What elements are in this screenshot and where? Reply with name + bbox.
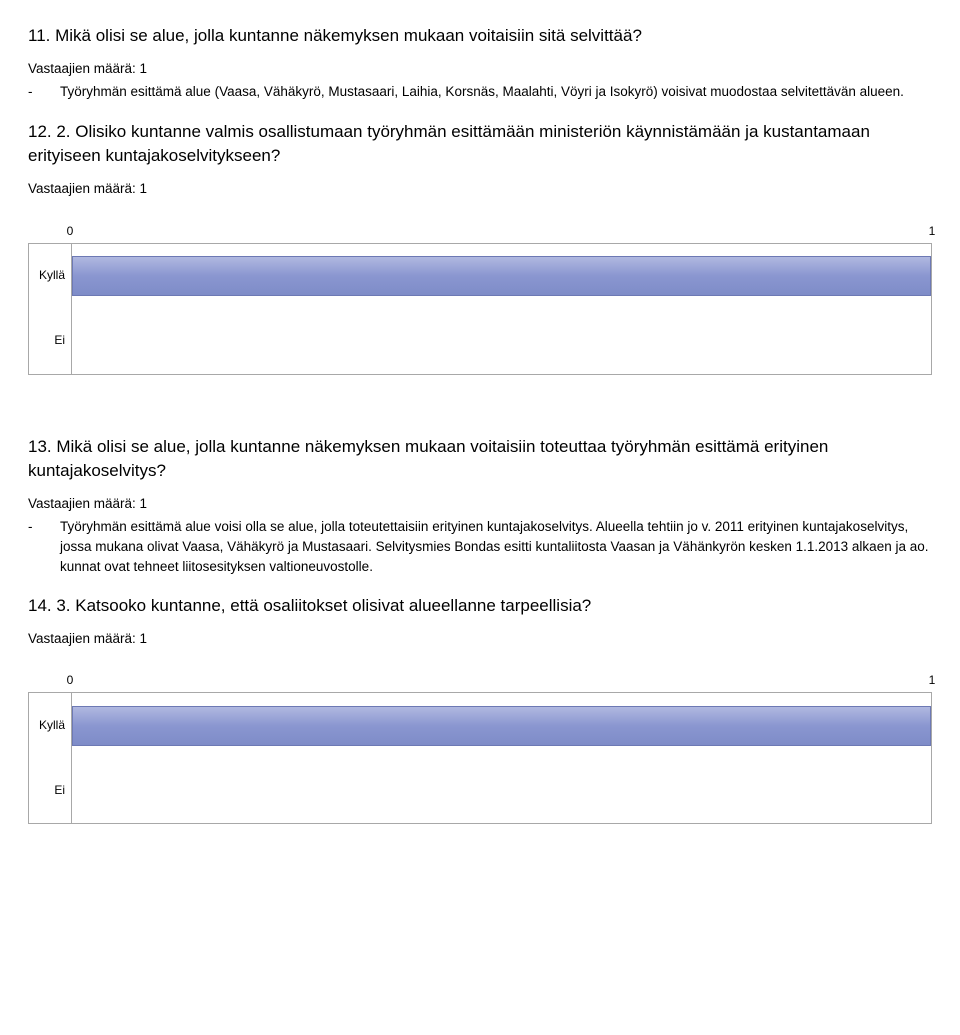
q11-answer-text: Työryhmän esittämä alue (Vaasa, Vähäkyrö… <box>60 82 932 102</box>
q12-bar-row-1 <box>72 309 931 374</box>
q14-axis-min: 0 <box>67 672 74 689</box>
q14-bar-row-0 <box>72 693 931 758</box>
q12-chart-labels: Kyllä Ei <box>29 244 72 374</box>
q14-label-kylla: Kyllä <box>29 693 71 758</box>
q12-bar-kylla <box>72 256 931 296</box>
q13-resp-count: Vastaajien määrä: 1 <box>28 494 932 514</box>
q11-answer-block: - Työryhmän esittämä alue (Vaasa, Vähäky… <box>28 82 932 102</box>
question-11: 11. Mikä olisi se alue, jolla kuntanne n… <box>28 24 932 102</box>
q11-dash: - <box>28 82 60 102</box>
q12-resp-count: Vastaajien määrä: 1 <box>28 179 932 199</box>
q14-chart-axis: 0 1 <box>70 672 932 690</box>
q14-bar-row-1 <box>72 758 931 823</box>
q12-label-ei: Ei <box>29 309 71 374</box>
q14-resp-count: Vastaajien määrä: 1 <box>28 629 932 649</box>
q14-label-ei: Ei <box>29 758 71 823</box>
q12-chart: 0 1 Kyllä Ei <box>28 223 932 375</box>
question-13: 13. Mikä olisi se alue, jolla kuntanne n… <box>28 435 932 577</box>
q11-heading: 11. Mikä olisi se alue, jolla kuntanne n… <box>28 24 932 49</box>
q14-axis-max: 1 <box>929 672 936 689</box>
q13-heading: 13. Mikä olisi se alue, jolla kuntanne n… <box>28 435 932 484</box>
q12-chart-bars <box>72 244 931 374</box>
q14-bar-kylla <box>72 706 931 746</box>
q12-bar-row-0 <box>72 244 931 309</box>
q14-chart-labels: Kyllä Ei <box>29 693 72 823</box>
question-14: 14. 3. Katsooko kuntanne, että osaliitok… <box>28 594 932 824</box>
q12-chart-body: Kyllä Ei <box>28 243 932 375</box>
q12-heading: 12. 2. Olisiko kuntanne valmis osallistu… <box>28 120 932 169</box>
q12-axis-min: 0 <box>67 223 74 240</box>
q13-answer-block: - Työryhmän esittämä alue voisi olla se … <box>28 517 932 576</box>
q12-axis-max: 1 <box>929 223 936 240</box>
q14-chart: 0 1 Kyllä Ei <box>28 672 932 824</box>
q14-heading: 14. 3. Katsooko kuntanne, että osaliitok… <box>28 594 932 619</box>
q13-answer-text: Työryhmän esittämä alue voisi olla se al… <box>60 517 932 576</box>
q11-resp-count: Vastaajien määrä: 1 <box>28 59 932 79</box>
q13-dash: - <box>28 517 60 576</box>
q14-chart-body: Kyllä Ei <box>28 692 932 824</box>
q12-chart-axis: 0 1 <box>70 223 932 241</box>
question-12: 12. 2. Olisiko kuntanne valmis osallistu… <box>28 120 932 375</box>
q12-label-kylla: Kyllä <box>29 244 71 309</box>
q14-chart-bars <box>72 693 931 823</box>
